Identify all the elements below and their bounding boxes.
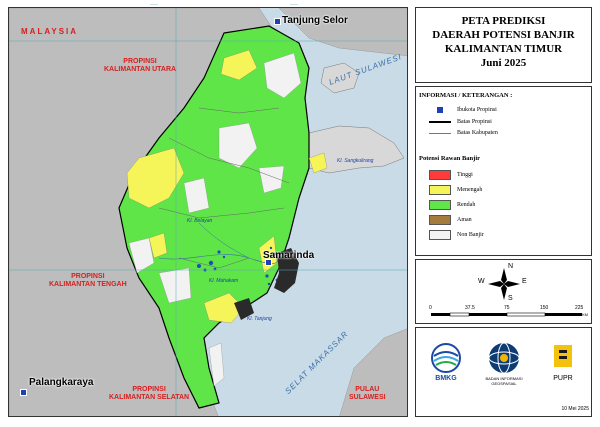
legend-capital: Ibukota Propinsi [429,105,497,115]
compass-rose-icon [431,268,582,317]
label-malaysia: MALAYSIA [21,27,79,36]
legend-district-border-label: Batas Kabupaten [457,130,498,136]
zone-menengah [220,49,258,81]
label-kalteng: PROPINSI KALIMANTAN TENGAH [49,273,127,288]
label-kalsel: PROPINSI KALIMANTAN SELATAN [109,386,190,401]
compass-n: N [508,263,514,270]
legend-class-menengah: Menengah [429,185,482,195]
province-border-icon [429,121,451,123]
swatch-menengah [429,185,451,195]
pupr-logo-icon [554,345,572,367]
river-belayan [198,222,250,259]
scale-tick: 75 [504,305,510,311]
legend-capital-label: Ibukota Propinsi [457,107,497,113]
map-area[interactable]: MALAYSIA PROPINSI KALIMANTAN UTARA PROPI… [8,7,408,417]
scale-tick: 225 [575,305,584,311]
big-caption-1: BADAN INFORMASI [485,376,523,381]
neighbor-land-sulawesi [339,328,407,416]
bmkg-caption: BMKG [435,375,457,382]
zone-non-banjir [158,267,192,304]
legend-district-border: Batas Kabupaten [429,128,498,138]
zone-non-banjir [128,237,155,274]
logo-panel: BMKG BADAN INFORMASI GEOSPASIAL PUPR 10 … [415,327,592,417]
label-palangkaraya: Palangkaraya [29,377,94,388]
neighbor-land-northeast [278,8,407,57]
label-kaltara: PROPINSI KALIMANTAN UTARA [104,58,177,73]
legend-class-aman: Aman [429,215,472,225]
zone-non-banjir [183,177,210,214]
map-date: 10 Mei 2025 [561,406,589,412]
swatch-aman [429,215,451,225]
label-tanjung: Kl. Tanjung [247,316,272,322]
zone-menengah [308,152,328,174]
legend-class-label: Aman [457,217,472,223]
capital-icon [437,107,443,113]
zone-menengah [148,232,168,259]
scale-panel: N S E W 0 37.5 75 150 225 KM [415,259,592,324]
legend-panel: INFORMASI / KETERANGAN : Ibukota Propins… [415,86,592,256]
label-sulawesi: PULAU SULAWESI [349,386,386,401]
mahakam-delta [274,248,299,293]
scale-tick: 37.5 [465,305,475,311]
label-sangkulirang: Kl. Sangkulirang [337,158,374,164]
label-samarinda: Samarinda [263,250,315,261]
big-caption-2: GEOSPASIAL [491,381,517,386]
legend-class-label: Rendah [457,202,476,208]
label-tanjung-selor: Tanjung Selor [282,15,348,26]
zone-non-banjir [208,342,225,387]
legend-province-border-label: Batas Propinsi [457,119,492,125]
legend-class-rendah: Rendah [429,200,475,210]
zone-menengah [126,147,185,209]
scale-tick: 0 [429,305,432,311]
title-period: Juni 2025 [480,57,527,69]
label-belayan: Kl. Belayan [187,218,213,224]
scale-tick: 150 [540,305,549,311]
legend-class-label: Menengah [457,187,483,193]
capital-marker [20,389,27,396]
zone-menengah [203,292,245,324]
legend-class-label: Non Banjir [457,232,484,238]
scale-unit: KM [582,312,588,317]
legend-class-label: Tinggi [457,172,473,178]
title-line-2: DAERAH POTENSI BANJIR [432,29,575,41]
zone-non-banjir [263,52,302,99]
map-canvas [9,8,407,416]
big-logo-icon [488,342,520,374]
compass-w: W [478,278,485,285]
swatch-non-banjir [429,230,451,240]
swatch-rendah [429,200,451,210]
bmkg-logo-icon [431,343,461,373]
label-mahakam: Kl. Mahakam [209,278,239,284]
grid-tick: —— [290,1,298,6]
pupr-caption: PUPR [553,375,573,382]
logos [431,342,572,374]
legend-flood-header: Potensi Rawan Banjir [419,155,481,162]
compass-s: S [508,295,513,302]
balikpapan-bay [234,298,254,320]
zone-non-banjir [258,165,285,194]
zone-non-banjir [218,122,258,169]
island-north [320,62,360,94]
legend-class-non-banjir: Non Banjir [429,230,484,240]
legend-province-border: Batas Propinsi [429,117,492,127]
title-line-1: PETA PREDIKSI [461,15,546,27]
title-line-3: KALIMANTAN TIMUR [444,43,563,55]
legend-info-header: INFORMASI / KETERANGAN : [419,92,513,99]
title-panel: PETA PREDIKSI DAERAH POTENSI BANJIR KALI… [415,7,592,83]
legend-class-tinggi: Tinggi [429,170,473,180]
grid-tick: —— [150,1,158,6]
compass-e: E [522,278,527,285]
province-east-kalimantan [118,25,310,409]
capital-marker [265,259,272,266]
swatch-tinggi [429,170,451,180]
district-border-icon [429,132,451,134]
district-boundary [158,107,290,269]
capital-marker [274,18,281,25]
